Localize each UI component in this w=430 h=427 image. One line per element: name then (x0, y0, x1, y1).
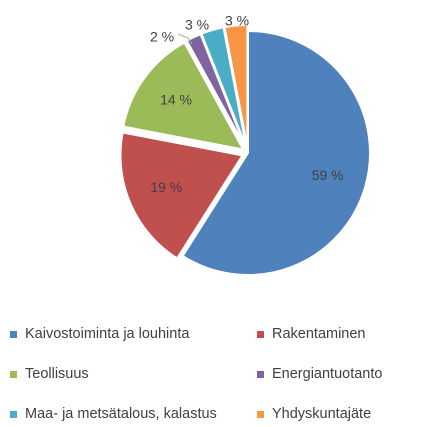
pie-slice-6 (223, 24, 249, 148)
legend-label: Maa- ja metsätalous, kalastus (25, 406, 217, 422)
legend-swatch (10, 330, 17, 338)
legend-item-2: Rakentaminen (257, 326, 366, 342)
slice-data-label-3: 14 % (160, 91, 192, 107)
pie-chart-svg: 59 % 19 % 14 % 2 % 3 % 3 % (119, 13, 371, 276)
legend-item-6: Yhdyskuntajäte (257, 406, 371, 422)
legend-label: Kaivostoiminta ja louhinta (25, 326, 190, 342)
legend-label: Energiantuotanto (272, 366, 383, 382)
legend-swatch (257, 410, 264, 418)
legend-swatch (257, 330, 264, 338)
legend-label: Yhdyskuntajäte (272, 406, 372, 422)
legend-item-4: Energiantuotanto (257, 366, 382, 382)
pie-chart: 59 % 19 % 14 % 2 % 3 % 3 % (119, 13, 371, 276)
legend-label: Teollisuus (25, 366, 89, 382)
pie-slice-1 (181, 29, 371, 276)
legend-item-3: Teollisuus (10, 366, 89, 382)
pie-slice-5 (200, 26, 248, 148)
pie-slice-2 (119, 131, 245, 260)
legend-item-5: Maa- ja metsätalous, kalastus (10, 406, 217, 422)
legend-swatch (10, 370, 17, 378)
slice-data-label-1: 59 % (312, 167, 344, 183)
legend-swatch (10, 410, 17, 418)
slice-data-label-4: 2 % (150, 29, 174, 45)
legend-swatch (257, 370, 264, 378)
slice-data-label-2: 19 % (150, 179, 182, 195)
pie-slice-3 (122, 41, 246, 151)
legend-item-1: Kaivostoiminta ja louhinta (10, 326, 189, 342)
legend-label: Rakentaminen (272, 326, 366, 342)
label-leader-line-4 (177, 33, 193, 45)
slice-data-label-5: 3 % (185, 17, 209, 33)
slice-data-label-6: 3 % (225, 13, 249, 29)
